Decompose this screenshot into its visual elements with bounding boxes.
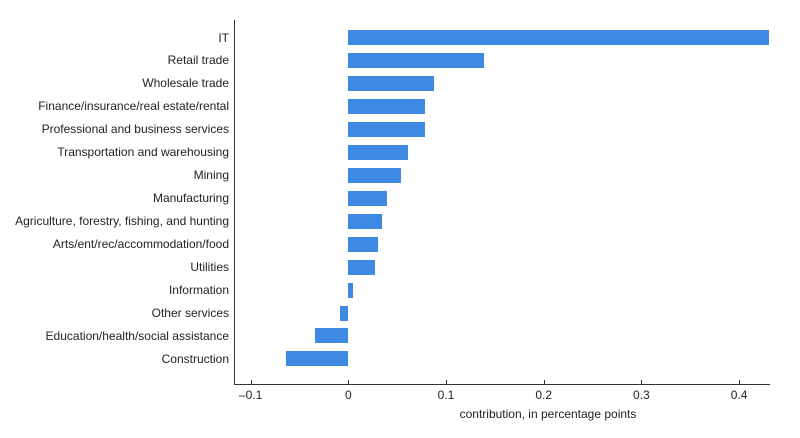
bar xyxy=(348,282,354,298)
x-tick xyxy=(739,380,741,384)
category-label: Education/health/social assistance xyxy=(45,328,229,343)
category-label: Utilities xyxy=(190,260,229,275)
bar xyxy=(348,144,408,160)
category-label: Information xyxy=(168,283,229,298)
bar xyxy=(348,121,425,137)
y-axis-line xyxy=(234,20,235,385)
x-axis-line xyxy=(234,384,770,385)
x-tick-label: 0.2 xyxy=(535,388,553,402)
bar xyxy=(348,167,402,183)
bar xyxy=(348,213,383,229)
category-label: IT xyxy=(218,30,229,45)
category-label: Construction xyxy=(161,351,229,366)
bar xyxy=(285,351,349,367)
x-tick xyxy=(250,380,252,384)
bar xyxy=(348,30,770,45)
category-label: Mining xyxy=(193,168,229,183)
bar xyxy=(340,305,349,321)
x-tick-label: 0.1 xyxy=(437,388,455,402)
category-label: Professional and business services xyxy=(41,122,229,137)
x-axis-title: contribution, in percentage points xyxy=(459,407,637,421)
bar xyxy=(348,190,388,206)
category-label: Finance/insurance/real estate/rental xyxy=(38,99,229,114)
category-label: Retail trade xyxy=(167,53,229,68)
bar xyxy=(315,328,349,344)
x-tick-label: –0.1 xyxy=(238,388,263,402)
x-tick xyxy=(446,380,447,384)
x-tick-label: 0 xyxy=(344,388,352,402)
x-tick-label: 0.4 xyxy=(730,388,748,402)
category-label: Agriculture, forestry, fishing, and hunt… xyxy=(15,214,229,229)
x-tick xyxy=(348,380,350,384)
category-label: Manufacturing xyxy=(152,191,229,206)
x-tick-label: 0.3 xyxy=(633,388,650,402)
category-label: Transportation and warehousing xyxy=(57,145,229,160)
bar xyxy=(348,98,426,114)
x-tick xyxy=(641,380,643,384)
bar xyxy=(348,259,375,275)
category-label: Wholesale trade xyxy=(142,76,229,91)
x-tick xyxy=(543,380,545,384)
bar xyxy=(348,52,485,68)
bar xyxy=(348,236,378,252)
category-label: Arts/ent/rec/accommodation/food xyxy=(52,237,229,252)
bar xyxy=(348,75,435,91)
category-label: Other services xyxy=(151,306,229,321)
